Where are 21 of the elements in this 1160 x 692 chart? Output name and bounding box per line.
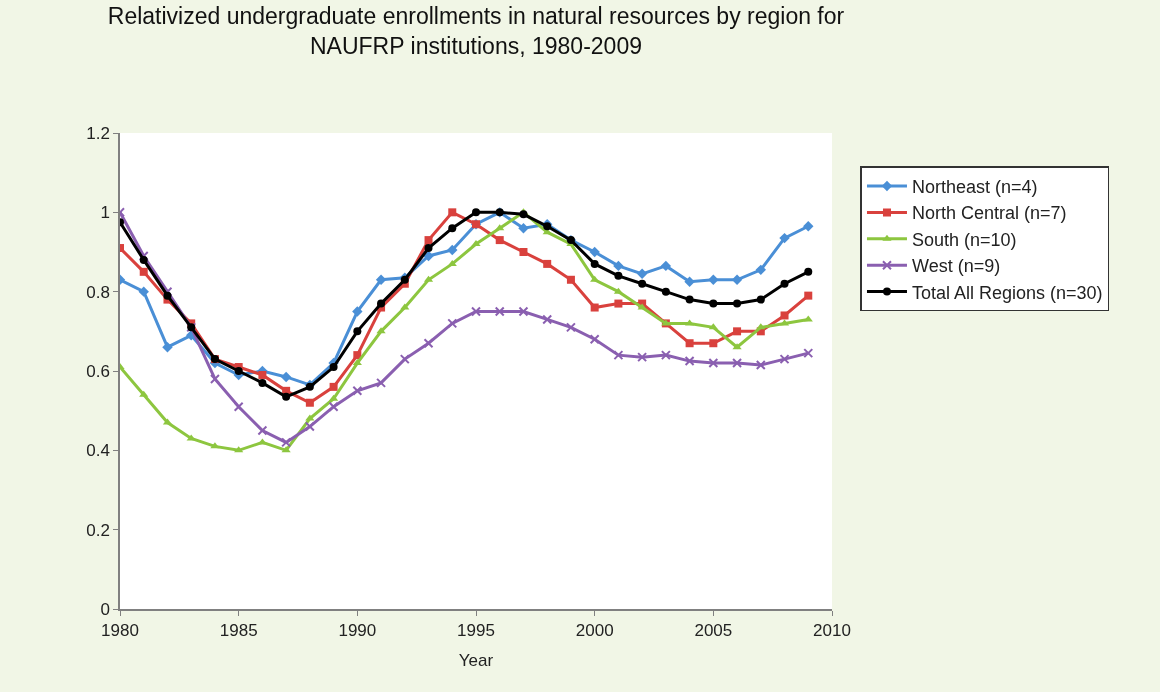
legend-label: West (n=9) [911,256,1001,277]
y-tick-label: 1.2 [86,123,110,143]
legend-label: North Central (n=7) [911,203,1067,224]
x-tick-label: 1985 [219,621,258,641]
y-tick-label: 0.2 [86,520,110,540]
legend-label: Northeast (n=4) [911,177,1038,198]
x-tick-label: 2000 [575,621,614,641]
legend-label: Total All Regions (n=30) [911,282,1103,303]
x-tick-label: 1990 [338,621,377,641]
x-axis-title: Year [458,651,494,671]
x-tick-label: 1980 [101,621,139,641]
chart-title: Relativized undergraduate enrollments in natural resources by region for NAUFRP institutions, 1980-2009 [107,3,845,60]
x-tick-label: 1995 [457,621,495,641]
x-tick-label: 2010 [813,621,851,641]
y-tick-label: 0.8 [86,282,110,302]
legend-label: South (n=10) [911,229,1017,250]
y-tick-label: 0.6 [86,361,110,381]
y-tick-label: 0.4 [86,441,110,461]
y-tick-label: 1 [100,203,110,223]
x-tick-label: 2005 [694,621,733,641]
y-tick-label: 0 [100,599,110,619]
